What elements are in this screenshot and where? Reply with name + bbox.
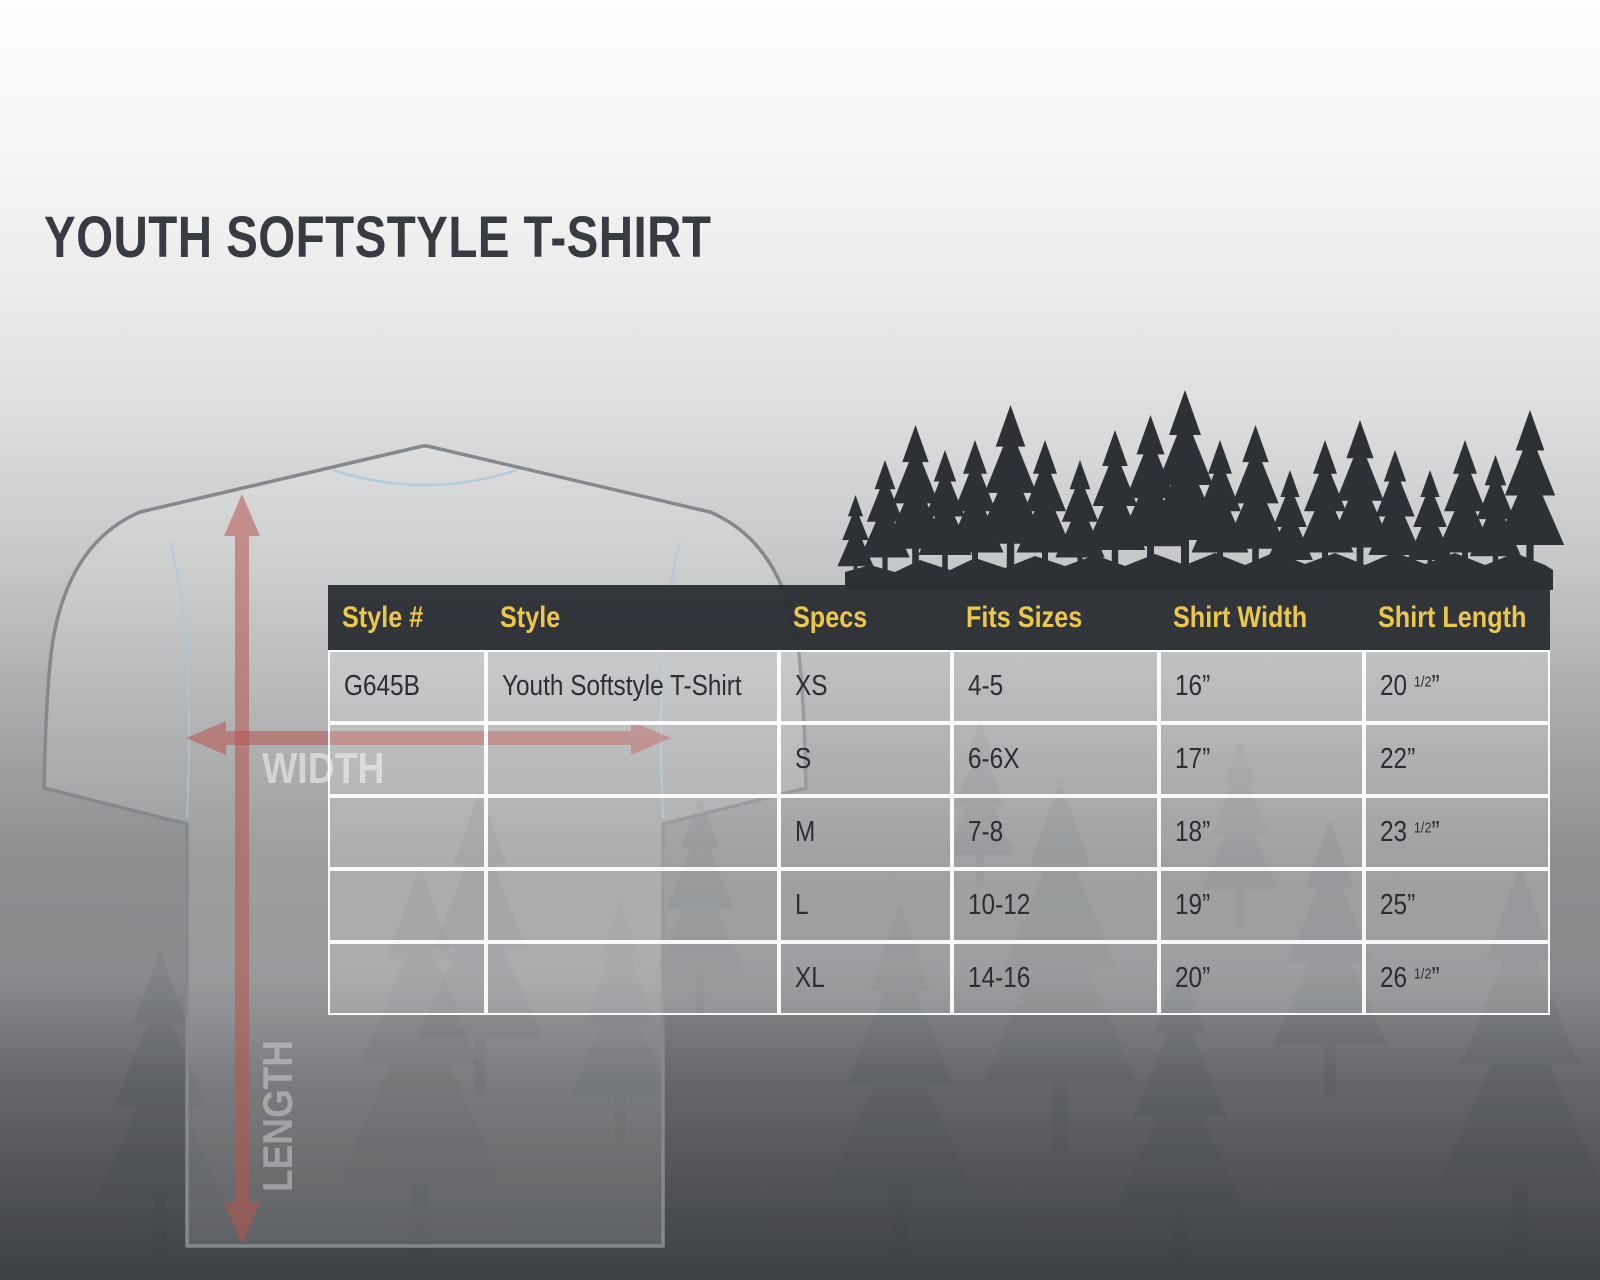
cell-spec-size: XS [779,650,952,723]
header-style-number: Style # [328,585,486,650]
cell-shirt-width: 17” [1159,723,1364,796]
cell-style-number [328,869,486,942]
cell-fits-sizes: 14-16 [952,942,1159,1015]
cell-shirt-width: 18” [1159,796,1364,869]
size-table: Style # Style Specs Fits Sizes Shirt Wid… [328,585,1550,1015]
header-shirt-length: Shirt Length [1364,585,1550,650]
cell-style-name [486,942,779,1015]
cell-spec-size: L [779,869,952,942]
forest-silhouette [837,390,1565,590]
cell-style-number [328,796,486,869]
cell-fits-sizes: 7-8 [952,796,1159,869]
cell-shirt-width: 19” [1159,869,1364,942]
cell-style-number [328,942,486,1015]
cell-shirt-length: 26 1/2” [1364,942,1550,1015]
length-label: LENGTH [254,1040,301,1192]
cell-style-number [328,723,486,796]
cell-spec-size: M [779,796,952,869]
cell-spec-size: XL [779,942,952,1015]
header-style: Style [486,585,779,650]
cell-style-name [486,723,779,796]
cell-style-name [486,796,779,869]
cell-shirt-length: 20 1/2” [1364,650,1550,723]
length-arrow [224,494,260,1244]
width-label: WIDTH [262,744,385,793]
cell-shirt-length: 22” [1364,723,1550,796]
cell-style-name: Youth Softstyle T-Shirt [486,650,779,723]
cell-fits-sizes: 4-5 [952,650,1159,723]
page-title: YOUTH SOFTSTYLE T-SHIRT [44,205,712,270]
header-shirt-width: Shirt Width [1159,585,1364,650]
cell-shirt-width: 20” [1159,942,1364,1015]
cell-shirt-length: 23 1/2” [1364,796,1550,869]
cell-fits-sizes: 6-6X [952,723,1159,796]
header-specs: Specs [779,585,952,650]
cell-shirt-width: 16” [1159,650,1364,723]
header-fits-sizes: Fits Sizes [952,585,1159,650]
right-armhole-seam [660,541,681,819]
cell-style-name [486,869,779,942]
measurement-arrows [186,494,671,1244]
cell-shirt-length: 25” [1364,869,1550,942]
cell-style-number: G645B [328,650,486,723]
width-arrow [186,721,671,755]
fog-trees-texture [0,720,1600,1266]
cell-fits-sizes: 10-12 [952,869,1159,942]
left-armhole-seam [169,541,190,819]
cell-spec-size: S [779,723,952,796]
collar-seam [332,468,518,487]
